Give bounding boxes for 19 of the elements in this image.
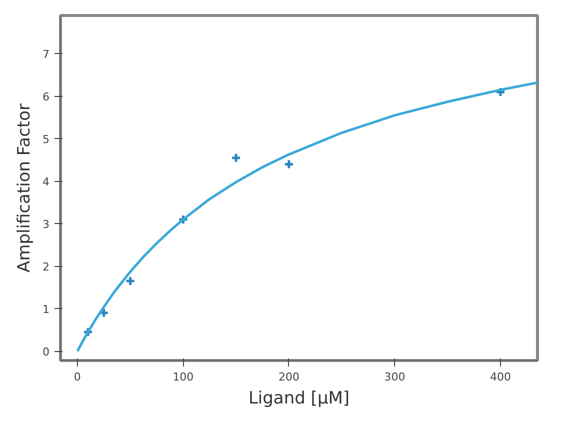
line-series (76, 81, 538, 352)
x-axis-title: Ligand [µM] (248, 388, 350, 408)
y-tick-label: 3 (42, 218, 50, 232)
x-tick-label: 200 (278, 370, 300, 384)
y-tick-label: 4 (42, 176, 50, 189)
y-tick-label: 7 (42, 48, 50, 62)
x-tick-label: 100 (172, 370, 194, 384)
y-tick-label: 1 (42, 303, 50, 316)
x-tick-label: 0 (74, 370, 81, 384)
y-tick-label: 2 (42, 260, 50, 274)
y-tick-label: 0 (42, 346, 50, 359)
y-tick-label: 6 (42, 90, 50, 104)
x-tick-label: 400 (490, 370, 511, 384)
y-axis-title: Amplification Factor (14, 104, 34, 272)
point (230, 152, 242, 164)
x-tick-label: 300 (384, 370, 406, 384)
point (125, 276, 136, 286)
point (284, 158, 294, 170)
y-tick-label: 5 (42, 133, 50, 146)
